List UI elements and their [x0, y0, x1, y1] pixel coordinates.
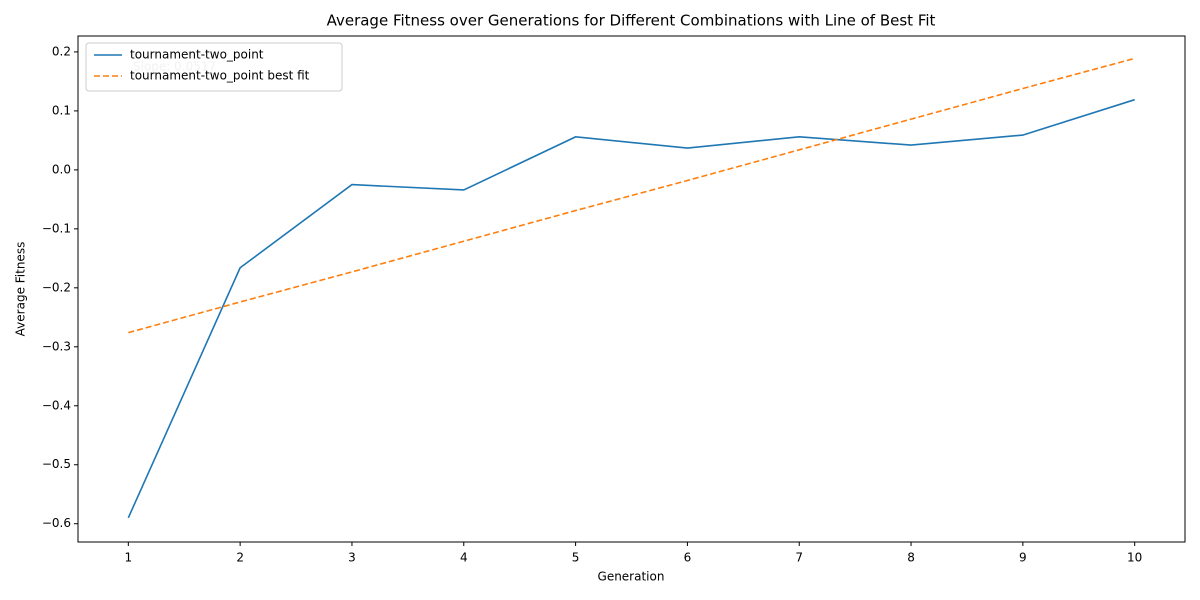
y-tick-label: −0.2	[42, 280, 71, 294]
x-tick-label: 10	[1127, 551, 1142, 565]
y-tick-label: −0.3	[42, 339, 71, 353]
chart-title: Average Fitness over Generations for Dif…	[327, 12, 936, 30]
plot-frame	[77, 35, 1186, 543]
legend-label: tournament-two_point best fit	[130, 69, 310, 83]
y-tick-label: −0.4	[42, 398, 71, 412]
x-tick-label: 3	[348, 551, 356, 565]
x-tick-label: 2	[236, 551, 244, 565]
x-tick-label: 6	[684, 551, 692, 565]
x-tick-label: 5	[572, 551, 580, 565]
x-tick-label: 8	[907, 551, 915, 565]
line-series	[128, 57, 1135, 334]
line-series	[127, 98, 1135, 519]
x-tick-label: 9	[1019, 551, 1027, 565]
y-tick-label: −0.1	[42, 221, 71, 235]
y-tick-label: −0.5	[42, 457, 71, 471]
legend-box	[85, 42, 343, 92]
y-tick-label: −0.6	[42, 516, 71, 530]
x-axis-label: Generation	[598, 570, 665, 584]
legend-label: tournament-two_point	[130, 48, 264, 62]
y-tick-label: 0.0	[52, 162, 71, 176]
y-axis-label: Average Fitness	[14, 242, 28, 337]
x-tick-label: 7	[795, 551, 803, 565]
y-tick-label: 0.2	[52, 44, 71, 58]
x-tick-label: 1	[124, 551, 132, 565]
x-tick-label: 4	[460, 551, 468, 565]
y-tick-label: 0.1	[52, 103, 71, 117]
